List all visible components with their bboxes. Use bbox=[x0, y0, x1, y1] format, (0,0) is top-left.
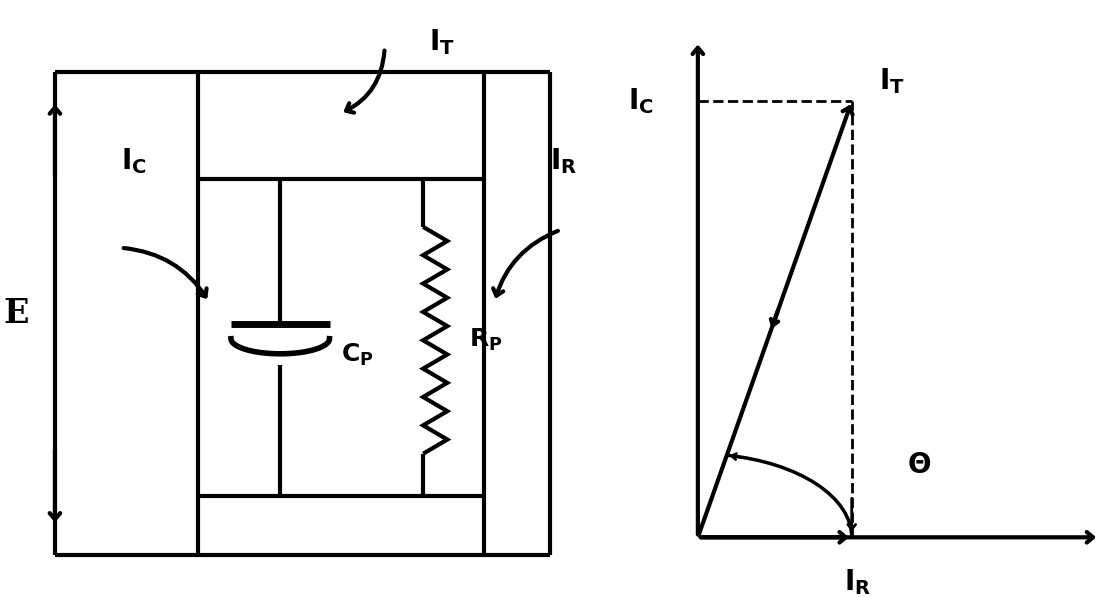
Text: $\mathbf{I_C}$: $\mathbf{I_C}$ bbox=[121, 146, 146, 176]
Text: $\mathbf{I_R}$: $\mathbf{I_R}$ bbox=[844, 567, 870, 597]
Text: $\mathbf{I_C}$: $\mathbf{I_C}$ bbox=[629, 87, 654, 116]
Text: E: E bbox=[3, 297, 30, 330]
Text: $\mathbf{R_P}$: $\mathbf{R_P}$ bbox=[469, 327, 503, 353]
Text: $\mathbf{\Theta}$: $\mathbf{\Theta}$ bbox=[907, 452, 931, 479]
Text: $\mathbf{I_R}$: $\mathbf{I_R}$ bbox=[550, 146, 577, 176]
Text: $\mathbf{I_T}$: $\mathbf{I_T}$ bbox=[429, 27, 455, 57]
Text: $\mathbf{C_P}$: $\mathbf{C_P}$ bbox=[341, 342, 374, 368]
Text: $\mathbf{I_T}$: $\mathbf{I_T}$ bbox=[879, 66, 906, 96]
